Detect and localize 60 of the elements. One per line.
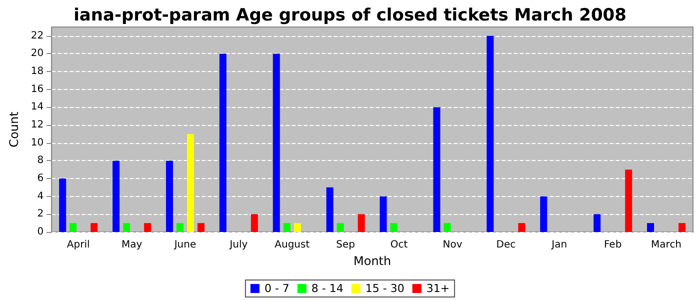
y-axis-title: Count (7, 111, 21, 148)
bar (540, 196, 548, 232)
y-tick-label: 4 (37, 190, 44, 202)
x-tick-label: Dec (496, 240, 516, 250)
bar (70, 223, 77, 232)
x-tick-label: Sep (336, 240, 356, 250)
y-tick-label: 6 (37, 173, 44, 184)
bar (90, 223, 98, 232)
legend-label: 31+ (426, 282, 450, 295)
bar (176, 223, 184, 232)
x-tick-label: Nov (442, 240, 462, 250)
bar (594, 214, 601, 232)
bar (283, 223, 290, 232)
x-tick-label: June (173, 240, 196, 250)
y-tick-label: 16 (30, 84, 44, 95)
chart-title: iana-prot-param Age groups of closed tickets March 2008 (74, 6, 626, 26)
x-axis-title: Month (354, 254, 392, 268)
x-tick-label: Feb (604, 240, 622, 250)
bar (144, 223, 152, 232)
bar (390, 223, 398, 232)
bar (112, 160, 120, 232)
legend-label: 8 - 14 (311, 282, 344, 295)
y-tick-label: 0 (37, 226, 44, 238)
bar (326, 187, 334, 232)
bar (486, 36, 494, 232)
bar (647, 223, 654, 232)
bar (197, 223, 204, 232)
bar (433, 107, 440, 232)
bar (518, 223, 526, 232)
y-tick-label: 18 (30, 66, 44, 78)
legend-label: 15 - 30 (365, 282, 404, 295)
y-tick-label: 22 (30, 30, 44, 42)
x-tick-label: March (651, 240, 682, 250)
bar (625, 170, 632, 232)
bar (250, 214, 258, 232)
y-tick-label: 10 (30, 137, 44, 148)
x-tick-label: Jan (550, 240, 568, 250)
bar (219, 54, 226, 232)
bar (444, 223, 451, 232)
bar (272, 54, 280, 232)
bar (336, 223, 344, 232)
y-tick-label: 8 (37, 155, 44, 166)
y-tick-label: 20 (30, 48, 44, 60)
bar (678, 223, 686, 232)
legend-label: 0 - 7 (264, 282, 290, 295)
x-tick-label: Oct (390, 240, 408, 250)
y-tick-label: 12 (30, 120, 44, 131)
x-tick-label: July (228, 240, 248, 250)
bar (186, 134, 194, 232)
bar (123, 223, 130, 232)
x-tick-label: August (274, 240, 310, 250)
x-tick-label: May (121, 240, 142, 250)
y-tick-label: 14 (30, 102, 44, 113)
x-tick-label: April (66, 240, 90, 250)
bar (166, 160, 173, 232)
bar (294, 223, 301, 232)
bar (380, 196, 387, 232)
y-tick-label: 2 (37, 208, 44, 220)
bar (358, 214, 365, 232)
bar (59, 178, 66, 232)
